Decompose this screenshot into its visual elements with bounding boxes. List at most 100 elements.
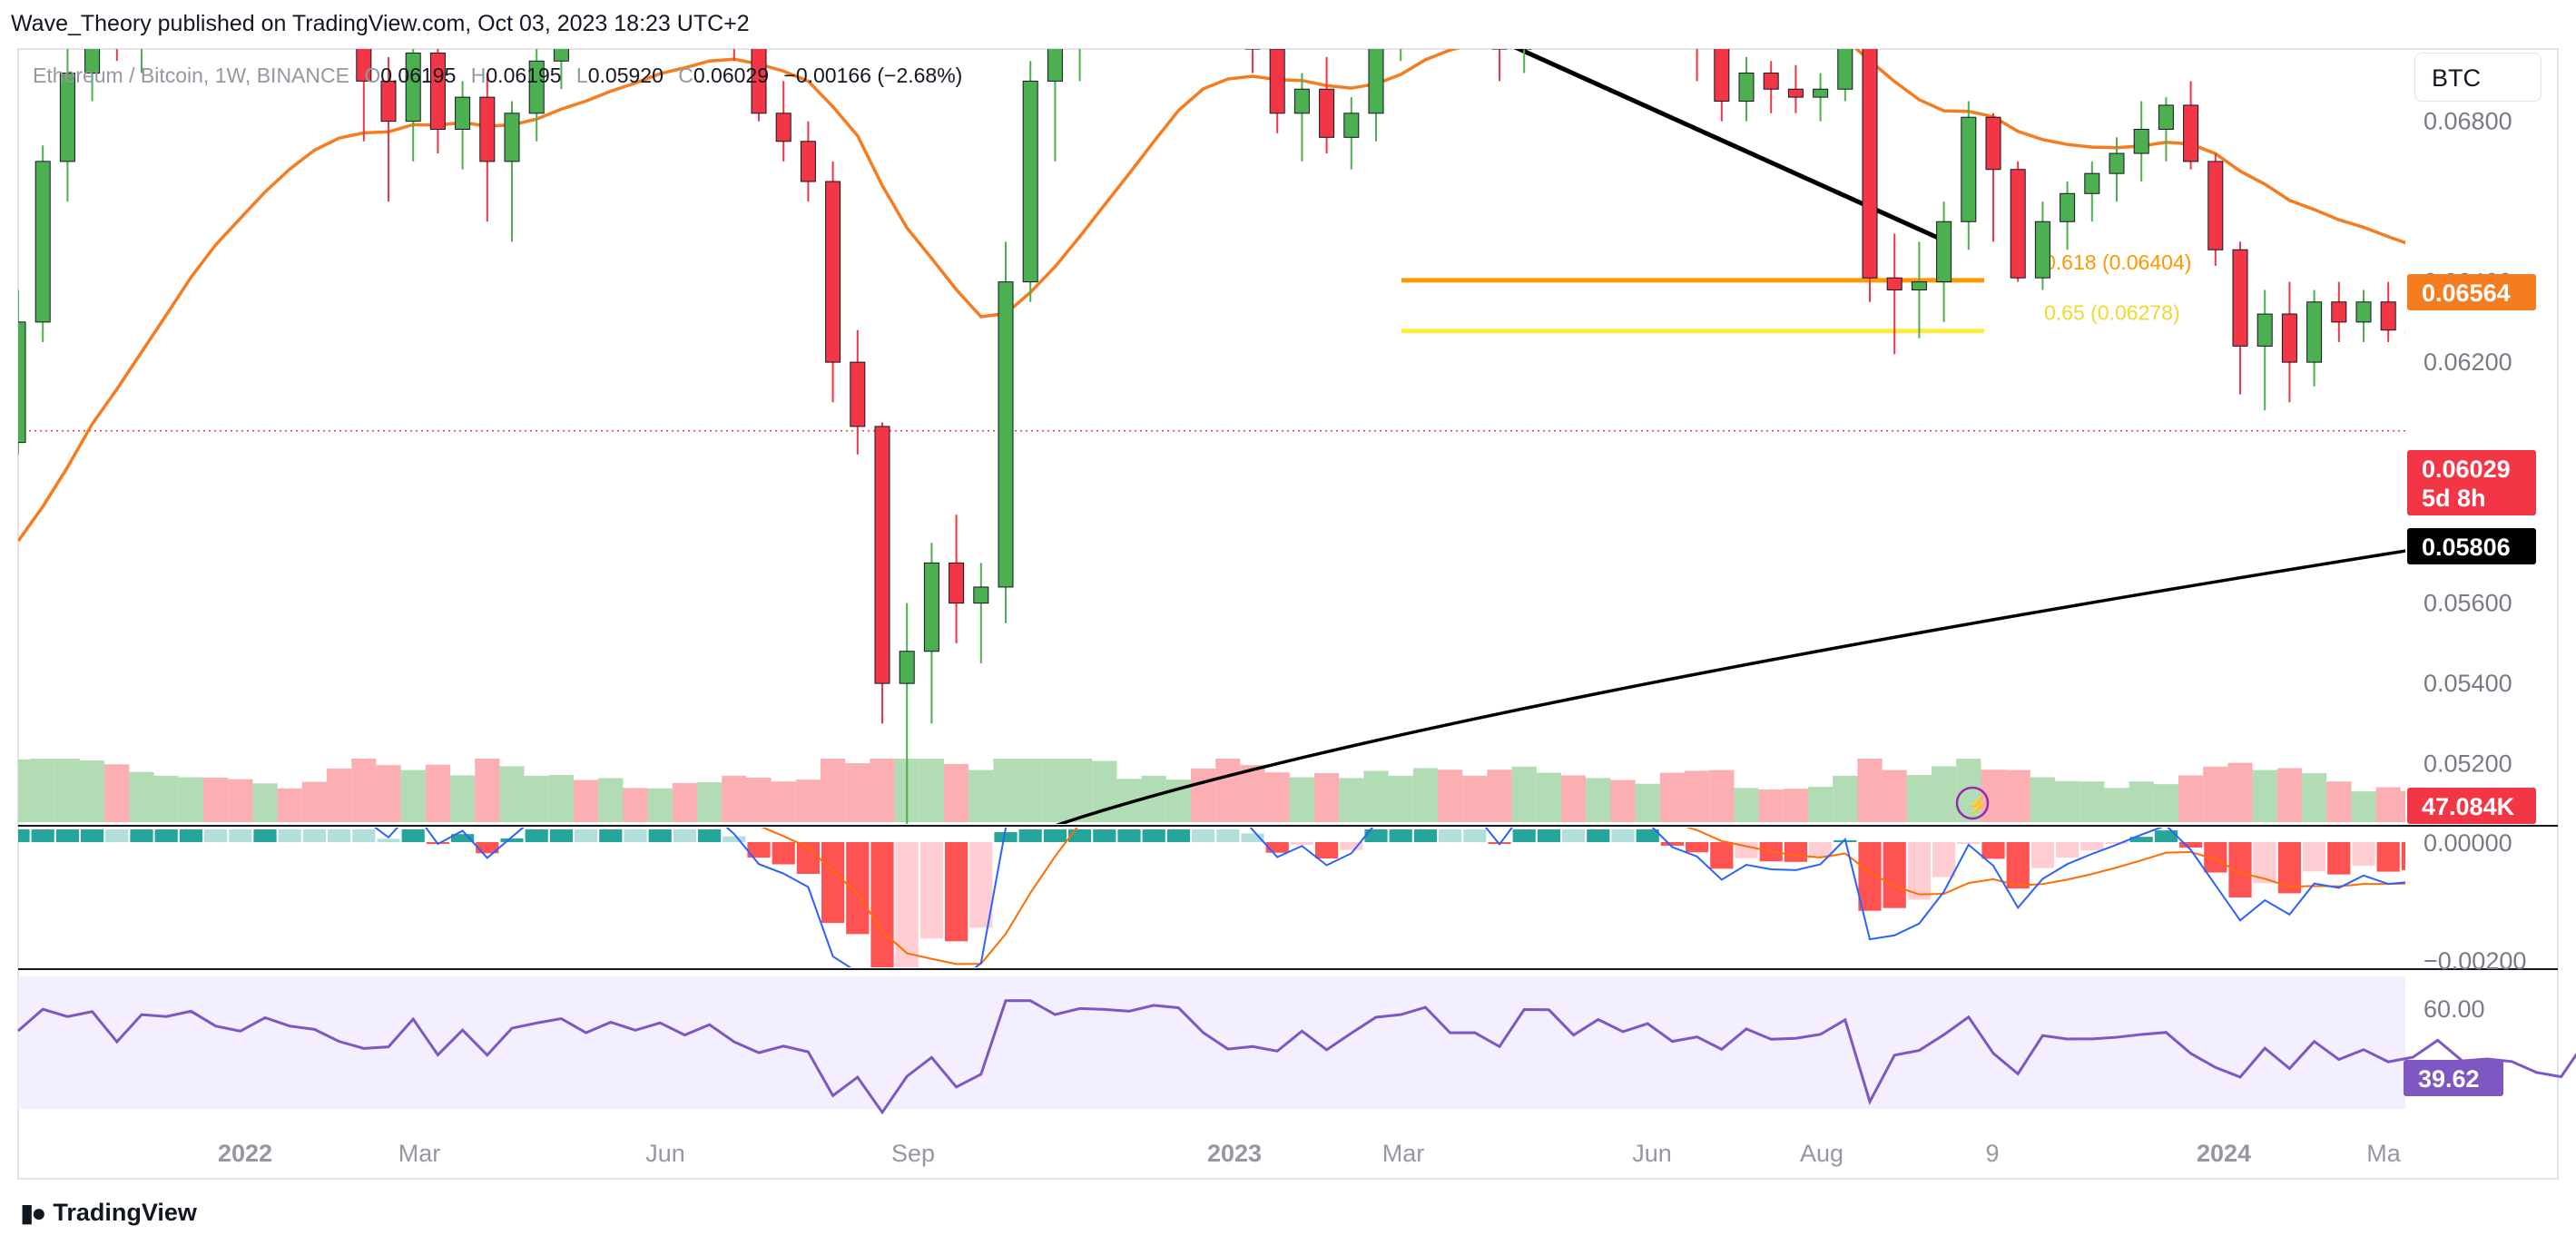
- candle-body: [973, 586, 989, 604]
- candle-body: [2504, 326, 2519, 346]
- time-axis-tick: 2024: [2197, 1140, 2251, 1167]
- volume-bar: [2203, 766, 2228, 822]
- volume-bar: [450, 775, 476, 822]
- candle-body: [1293, 88, 1310, 114]
- volume-bar: [178, 777, 203, 822]
- macd-axis-tick: 0.00000: [2424, 829, 2512, 857]
- macd-line: [373, 828, 2405, 967]
- macd-histogram-bar: [1315, 842, 1339, 859]
- volume-bar: [400, 770, 426, 822]
- volume-bar: [1882, 770, 1907, 822]
- volume-bar: [2129, 781, 2154, 822]
- candle-body: [2380, 301, 2396, 331]
- macd-signal-line: [761, 828, 2405, 966]
- macd-histogram-bar: [1932, 842, 1956, 877]
- macd-histogram-bar: [1883, 842, 1906, 908]
- macd-histogram-bar: [1562, 829, 1586, 842]
- volume-bar: [1191, 768, 1216, 822]
- volume-tag-bg: [2407, 788, 2536, 824]
- candle-body: [1763, 73, 1779, 90]
- volume-bar: [919, 759, 944, 822]
- candle-body: [653, 0, 667, 1]
- price-axis-tick: 0.06200: [2424, 348, 2512, 376]
- macd-histogram-bar: [2376, 842, 2400, 872]
- candle-body: [2529, 346, 2543, 398]
- macd-histogram-bar: [179, 829, 202, 842]
- candle-body: [2034, 221, 2050, 279]
- candle-body: [1073, 0, 1087, 9]
- candle-body: [429, 52, 446, 130]
- legend-high-value: 0.06195: [486, 64, 562, 87]
- candle-body: [998, 281, 1014, 588]
- candle-body: [2554, 398, 2569, 451]
- candle-body: [356, 49, 372, 82]
- volume-bar: [623, 788, 648, 822]
- macd-histogram-bar: [1018, 829, 1042, 842]
- main-pane: 0.618 (0.06404) 0.65 (0.06278) ⚡: [18, 0, 2573, 824]
- volume-bar: [1659, 772, 1685, 822]
- volume-bar: [2549, 778, 2573, 822]
- rsi-band: [18, 976, 2405, 1109]
- legend-high-label: H: [470, 64, 487, 87]
- macd-histogram-bar: [2105, 842, 2129, 844]
- macd-histogram-bar: [229, 829, 252, 842]
- volume-bar: [2055, 780, 2080, 822]
- macd-histogram-bar: [105, 829, 129, 842]
- candle-body: [850, 361, 866, 427]
- volume-bar: [2153, 784, 2178, 822]
- ema-price-tag-bg: [2407, 274, 2536, 310]
- symbol-compare-box[interactable]: BTC: [2414, 53, 2542, 102]
- macd-histogram-bar: [2303, 842, 2326, 872]
- volume-bar: [870, 759, 895, 822]
- candle-body: [1787, 88, 1804, 98]
- macd-histogram-bar: [1413, 829, 1437, 842]
- candle-body: [1368, 49, 1384, 114]
- volume-bar: [277, 788, 302, 822]
- candle-body: [2232, 249, 2248, 347]
- macd-histogram-bar: [2228, 842, 2252, 898]
- fib-level-label: 0.618 (0.06404): [2044, 250, 2191, 274]
- macd-histogram-bar: [253, 829, 277, 842]
- candle-body: [455, 96, 471, 130]
- macd-histogram-bar: [698, 829, 722, 842]
- time-axis-tick: Ma: [2366, 1140, 2401, 1167]
- volume-bar: [1438, 770, 1463, 822]
- volume-bar: [327, 768, 352, 822]
- candle-body: [528, 60, 545, 114]
- macd-histogram-bar: [1364, 829, 1388, 842]
- candle-body: [405, 52, 421, 123]
- macd-histogram-bar: [2179, 842, 2203, 848]
- candle-body: [2109, 152, 2125, 174]
- legend-close-label: C: [678, 64, 693, 87]
- macd-histogram-bar: [1439, 829, 1462, 842]
- volume-bar: [598, 778, 624, 822]
- volume-tag-text: 47.084K: [2422, 793, 2515, 820]
- macd-histogram-bar: [945, 842, 968, 942]
- ma-price-tag-text: 0.05806: [2422, 534, 2511, 561]
- macd-histogram-bar: [2030, 842, 2054, 868]
- volume-bar: [845, 763, 870, 822]
- volume-bar: [1388, 775, 1413, 822]
- candle-body: [2060, 192, 2076, 222]
- macd-histogram-bar: [1340, 842, 1363, 850]
- volume-bar: [2005, 770, 2030, 822]
- candle-body: [2256, 313, 2273, 347]
- candle-body: [1862, 49, 1878, 279]
- ma-line: [1055, 549, 2405, 824]
- macd-histogram-bar: [673, 829, 696, 842]
- volume-bar: [153, 775, 179, 822]
- tradingview-logo[interactable]: ▮● TradingView: [20, 1198, 197, 1228]
- volume-bar: [1709, 770, 1735, 822]
- candle-body: [1665, 0, 1679, 17]
- macd-pane: [18, 828, 2405, 967]
- volume-bar: [30, 759, 55, 822]
- volume-bar: [1240, 765, 1265, 822]
- candle-body: [553, 49, 569, 62]
- legend-change: −0.00166 (−2.68%): [783, 64, 963, 87]
- volume-bar: [968, 770, 994, 822]
- macd-histogram-bar: [1587, 829, 1610, 842]
- macd-histogram-bar: [1463, 829, 1487, 842]
- macd-histogram-bar: [1216, 829, 1240, 842]
- candle-body: [1738, 73, 1755, 103]
